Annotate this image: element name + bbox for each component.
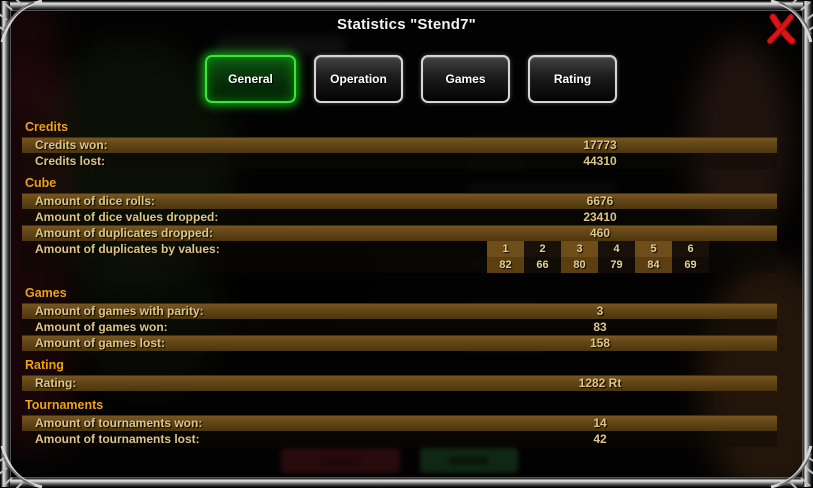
stat-row: Credits lost: 44310 (22, 153, 777, 169)
dice-duplicates-count-cell: 79 (598, 257, 635, 273)
dice-duplicates-count-cell: 80 (561, 257, 598, 273)
dice-value-header-cell: 4 (598, 241, 635, 257)
dialog-title: Statistics "Stend7" (337, 16, 476, 33)
stat-row: Amount of games lost: 158 (22, 335, 777, 351)
section-header-tournaments: Tournaments (25, 398, 104, 412)
bg-list-ghost (466, 159, 526, 170)
statistics-panel: Credits Credits won: 17773 Credits lost:… (22, 119, 777, 447)
dice-duplicates-count-cell: 69 (672, 257, 709, 273)
stat-label: Amount of tournaments won: (35, 416, 203, 430)
stat-value: 42 (593, 432, 607, 446)
stat-label: Amount of duplicates by values: (35, 242, 220, 256)
tab-bar: General Operation Games Rating (205, 55, 617, 103)
section-rows-cube: Amount of dice rolls: 6676 Amount of dic… (22, 193, 777, 273)
bg-palm-leaves (31, 41, 231, 281)
tab-rating[interactable]: Rating (528, 55, 617, 103)
stat-label: Amount of tournaments lost: (35, 432, 200, 446)
stat-label: Amount of games lost: (35, 336, 166, 350)
stat-row: Amount of duplicates dropped: 460 (22, 225, 777, 241)
stat-label: Amount of games won: (35, 320, 168, 334)
stat-label: Rating: (35, 376, 77, 390)
stat-row: Amount of tournaments won: 14 (22, 415, 777, 431)
frame-corner-ornament (770, 445, 813, 488)
stat-value: 3 (596, 304, 604, 318)
stat-label: Credits lost: (35, 154, 106, 168)
stat-row-duplicates-by-values: Amount of duplicates by values: 1 2 3 4 … (22, 241, 777, 273)
section-rows-tournaments: Amount of tournaments won: 14 Amount of … (22, 415, 777, 447)
frame-left (1, 1, 10, 487)
section-header-rating: Rating (25, 358, 64, 372)
stat-value: 158 (589, 336, 611, 350)
frame-corner-ornament (0, 445, 43, 488)
stat-label: Amount of games with parity: (35, 304, 204, 318)
stat-value: 14 (593, 416, 607, 430)
stat-row: Amount of tournaments lost: 42 (22, 431, 777, 447)
stat-value: 1282 Rt (578, 376, 622, 390)
frame-corner-ornament (770, 0, 813, 43)
stat-value: 44310 (583, 154, 617, 168)
frame-bottom (1, 478, 812, 487)
frame-corner-ornament (0, 0, 43, 43)
dice-duplicates-count-cell: 66 (524, 257, 561, 273)
frame-right (803, 1, 812, 487)
dice-value-header-cell: 5 (635, 241, 672, 257)
stat-value: 460 (589, 226, 611, 240)
section-rows-credits: Credits won: 17773 Credits lost: 44310 (22, 137, 777, 169)
stat-value: 17773 (583, 138, 617, 152)
dice-value-header-cell: 6 (672, 241, 709, 257)
background-cancel-button: Cancel (281, 448, 400, 473)
stat-row: Amount of dice rolls: 6676 (22, 193, 777, 209)
section-rows-games: Amount of games with parity: 3 Amount of… (22, 303, 777, 351)
stat-value: 23410 (583, 210, 617, 224)
bg-list-ghost (466, 183, 616, 194)
dice-value-header-cell: 1 (487, 241, 524, 257)
stat-row: Rating: 1282 Rt (22, 375, 777, 391)
dice-value-header-cell: 2 (524, 241, 561, 257)
dice-duplicates-count-row: 82 66 80 79 84 69 (487, 257, 709, 273)
stat-value: 83 (593, 320, 607, 334)
dice-duplicates-table: 1 2 3 4 5 6 82 66 80 79 84 69 (487, 241, 709, 273)
section-header-cube: Cube (25, 176, 57, 190)
stat-label: Credits won: (35, 138, 108, 152)
bg-ghost-text (216, 38, 346, 54)
close-icon[interactable] (766, 13, 796, 45)
stat-row: Amount of games with parity: 3 (22, 303, 777, 319)
dice-duplicates-count-cell: 84 (635, 257, 672, 273)
stat-row: Amount of dice values dropped: 23410 (22, 209, 777, 225)
stat-label: Amount of dice values dropped: (35, 210, 219, 224)
stat-label: Amount of duplicates dropped: (35, 226, 213, 240)
section-header-credits: Credits (25, 120, 69, 134)
stat-label: Amount of dice rolls: (35, 194, 155, 208)
stat-row: Credits won: 17773 (22, 137, 777, 153)
tab-general[interactable]: General (205, 55, 296, 103)
dice-value-header-cell: 3 (561, 241, 598, 257)
dice-value-header-row: 1 2 3 4 5 6 (487, 241, 709, 257)
dice-duplicates-count-cell: 82 (487, 257, 524, 273)
background-cancel-label: Cancel (320, 453, 361, 468)
stat-value: 6676 (586, 194, 614, 208)
stat-row: Amount of games won: 83 (22, 319, 777, 335)
tab-operation[interactable]: Operation (314, 55, 403, 103)
tab-games[interactable]: Games (421, 55, 510, 103)
section-rows-rating: Rating: 1282 Rt (22, 375, 777, 391)
frame-top (1, 1, 812, 10)
section-header-games: Games (25, 286, 67, 300)
background-confirm-button (420, 448, 518, 473)
